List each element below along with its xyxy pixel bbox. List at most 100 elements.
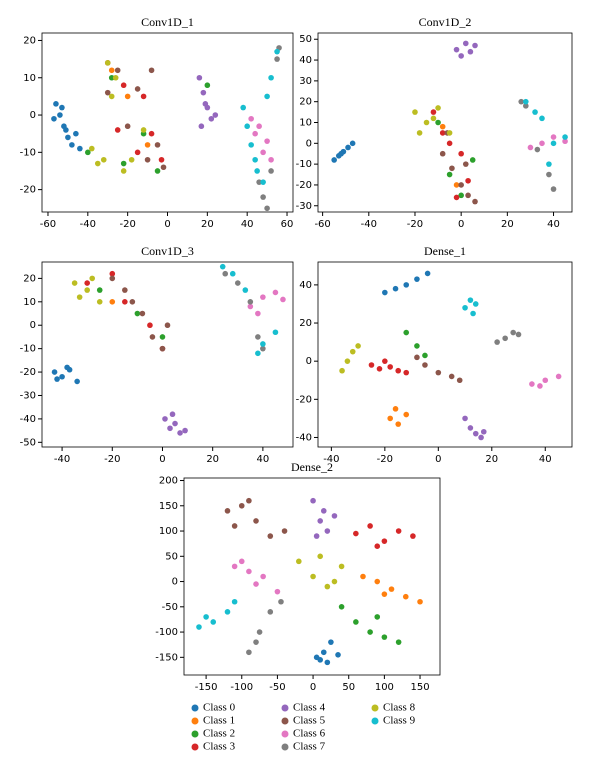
- point: [446, 171, 453, 178]
- point: [248, 142, 254, 148]
- point: [423, 119, 430, 126]
- point: [144, 156, 151, 163]
- y-tick-label: 0: [30, 320, 36, 331]
- point: [109, 299, 116, 305]
- point: [465, 192, 471, 199]
- point: [395, 639, 402, 645]
- point: [422, 362, 428, 368]
- y-tick-label: -50: [162, 602, 178, 613]
- point: [148, 130, 155, 137]
- y-tick-label: -50: [20, 437, 36, 448]
- point: [256, 629, 263, 635]
- point: [231, 598, 238, 605]
- point: [310, 497, 316, 504]
- point: [122, 287, 128, 293]
- y-tick-label: -20: [20, 185, 36, 196]
- y-tick-label: 50: [299, 34, 312, 45]
- point: [264, 138, 270, 144]
- point: [382, 358, 388, 364]
- point: [76, 294, 83, 300]
- point: [274, 48, 280, 55]
- point: [154, 168, 161, 174]
- y-tick-label: 150: [159, 501, 178, 512]
- chart-title: Dense_1: [424, 244, 466, 258]
- y-tick-label: -40: [20, 414, 36, 425]
- plot-frame: [317, 32, 573, 213]
- point: [260, 345, 266, 352]
- point: [344, 358, 351, 364]
- point: [410, 533, 416, 539]
- point: [458, 53, 464, 59]
- point: [331, 157, 337, 163]
- point: [210, 619, 217, 625]
- point: [57, 112, 63, 118]
- point: [272, 329, 279, 336]
- point: [448, 373, 455, 380]
- point: [465, 177, 471, 184]
- point: [246, 497, 252, 504]
- point: [255, 350, 261, 357]
- point: [108, 93, 115, 100]
- x-tick-label: -40: [80, 219, 96, 230]
- point: [446, 130, 453, 136]
- point: [555, 373, 562, 380]
- point: [453, 182, 460, 188]
- y-tick-label: -40: [296, 432, 312, 443]
- point: [367, 523, 373, 529]
- point: [278, 598, 284, 605]
- x-tick-label: 0: [458, 219, 464, 230]
- point: [264, 93, 270, 100]
- point: [281, 528, 288, 534]
- point: [51, 369, 58, 375]
- point: [480, 428, 487, 435]
- point: [77, 145, 83, 152]
- point: [242, 287, 249, 293]
- y-tick-label: -10: [296, 159, 312, 170]
- point: [439, 150, 446, 157]
- chart-title: Conv1D_3: [141, 244, 194, 258]
- x-tick-label: -20: [407, 219, 423, 230]
- point: [219, 263, 226, 270]
- point: [254, 168, 260, 174]
- point: [224, 609, 231, 615]
- x-tick-label: -40: [54, 454, 70, 465]
- point: [114, 67, 121, 74]
- y-tick-label: 50: [165, 551, 178, 562]
- point: [412, 109, 418, 115]
- point: [338, 604, 345, 610]
- point: [253, 639, 259, 645]
- x-tick-label: 40: [241, 219, 254, 230]
- y-tick-label: 10: [23, 297, 36, 308]
- point: [320, 508, 327, 514]
- x-tick-label: -20: [377, 454, 393, 465]
- point: [140, 93, 147, 100]
- point: [324, 659, 331, 666]
- point: [134, 149, 141, 156]
- point: [414, 354, 420, 361]
- point: [296, 558, 302, 565]
- point: [439, 123, 446, 130]
- point: [120, 82, 127, 89]
- point: [458, 192, 464, 199]
- x-tick-label: -40: [323, 454, 339, 465]
- x-tick-label: 40: [539, 454, 552, 465]
- point: [260, 573, 266, 580]
- point: [229, 270, 236, 277]
- point: [529, 381, 535, 387]
- point: [510, 329, 516, 336]
- legend-label: Class 9: [383, 715, 416, 727]
- point: [124, 93, 131, 100]
- point: [272, 289, 279, 296]
- point: [248, 115, 254, 122]
- legend-marker: [371, 704, 379, 712]
- point: [349, 140, 356, 147]
- point: [562, 138, 568, 145]
- point: [422, 352, 428, 359]
- point: [338, 150, 344, 157]
- point: [414, 343, 420, 349]
- point: [458, 182, 464, 188]
- point: [162, 416, 168, 422]
- point: [85, 149, 91, 156]
- y-tick-label: -150: [155, 652, 178, 663]
- x-tick-label: -100: [230, 682, 253, 693]
